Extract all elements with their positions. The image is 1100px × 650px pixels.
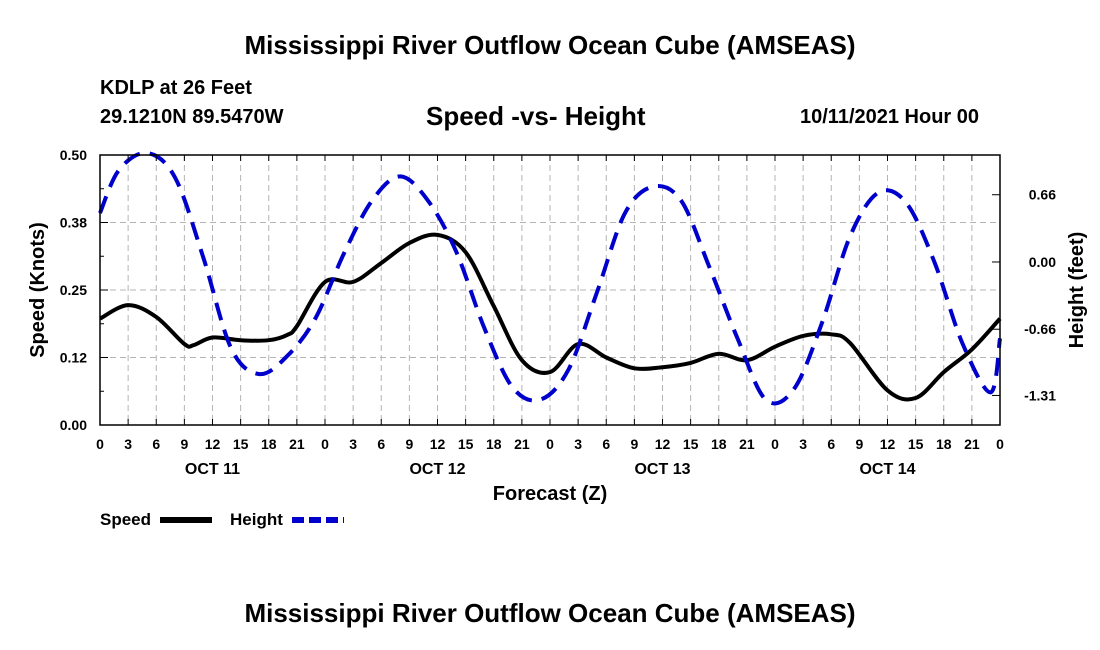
x-tick-label: 12 [430, 436, 446, 452]
x-tick-label: 6 [377, 436, 385, 452]
x-tick-label: 0 [996, 436, 1004, 452]
x-tick-label: 0 [96, 436, 104, 452]
y-left-tick-label: 0.38 [60, 215, 87, 231]
x-tick-label: 12 [205, 436, 221, 452]
day-label: OCT 13 [634, 461, 690, 478]
x-tick-label: 18 [711, 436, 727, 452]
y-left-tick-label: 0.50 [60, 147, 87, 163]
x-tick-label: 3 [124, 436, 132, 452]
x-tick-label: 12 [655, 436, 671, 452]
x-tick-label: 6 [602, 436, 610, 452]
y-right-tick-label: -0.66 [1024, 321, 1056, 337]
forecast-datetime: 10/11/2021 Hour 00 [800, 106, 980, 128]
x-tick-label: 21 [289, 436, 305, 452]
coordinates-label: 29.1210N 89.5470W [100, 106, 284, 128]
x-tick-label: 0 [321, 436, 329, 452]
chart-title: Mississippi River Outflow Ocean Cube (AM… [244, 30, 856, 60]
x-tick-label: 0 [546, 436, 554, 452]
x-tick-label: 18 [261, 436, 277, 452]
grid-lines [100, 155, 1000, 425]
x-tick-label: 18 [936, 436, 952, 452]
x-tick-label: 18 [486, 436, 502, 452]
x-tick-label: 15 [908, 436, 924, 452]
x-tick-label: 6 [827, 436, 835, 452]
series-line-height [98, 150, 1002, 406]
x-tick-label: 21 [514, 436, 530, 452]
day-label: OCT 14 [859, 461, 915, 478]
y-right-tick-label: 0.66 [1029, 187, 1056, 203]
x-axis-title: Forecast (Z) [493, 483, 607, 505]
chart-subtitle: Speed -vs- Height [426, 101, 646, 131]
x-tick-label: 9 [630, 436, 638, 452]
x-tick-label: 21 [739, 436, 755, 452]
day-label: OCT 11 [185, 461, 240, 478]
series-line-speed [99, 232, 1002, 402]
day-label: OCT 12 [409, 461, 465, 478]
x-tick-label: 12 [880, 436, 896, 452]
legend: Speed Height [100, 510, 344, 529]
legend-label-speed: Speed [100, 510, 151, 529]
series-layer [98, 150, 1002, 406]
y-left-tick-label: 0.12 [60, 350, 87, 366]
x-tick-label: 21 [964, 436, 980, 452]
x-tick-label: 15 [683, 436, 699, 452]
x-tick-label: 9 [855, 436, 863, 452]
legend-label-height: Height [230, 510, 283, 529]
x-tick-label: 15 [458, 436, 474, 452]
footer-title: Mississippi River Outflow Ocean Cube (AM… [244, 598, 856, 628]
y-axis-left-title: Speed (Knots) [27, 222, 49, 358]
x-tick-label: 15 [233, 436, 249, 452]
x-tick-label: 3 [349, 436, 357, 452]
x-tick-label: 6 [152, 436, 160, 452]
y-axis-right-title: Height (feet) [1066, 232, 1088, 349]
y-left-tick-label: 0.25 [60, 282, 87, 298]
x-tick-label: 9 [405, 436, 413, 452]
station-label: KDLP at 26 Feet [100, 77, 252, 99]
x-tick-label: 3 [799, 436, 807, 452]
axes-layer: 0 3 6 9 12 15 18 21 0 3 6 9 12 15 18 21 0 3 6 9 12 15 18 21 0 3 6 9… [60, 147, 1056, 478]
y-right-tick-label: -1.31 [1024, 387, 1056, 403]
y-right-tick-label: 0.00 [1029, 254, 1056, 270]
y-left-tick-label: 0.00 [60, 417, 87, 433]
x-tick-label: 0 [771, 436, 779, 452]
plot-frame [99, 154, 1001, 426]
x-tick-label: 3 [574, 436, 582, 452]
x-tick-label: 9 [180, 436, 188, 452]
